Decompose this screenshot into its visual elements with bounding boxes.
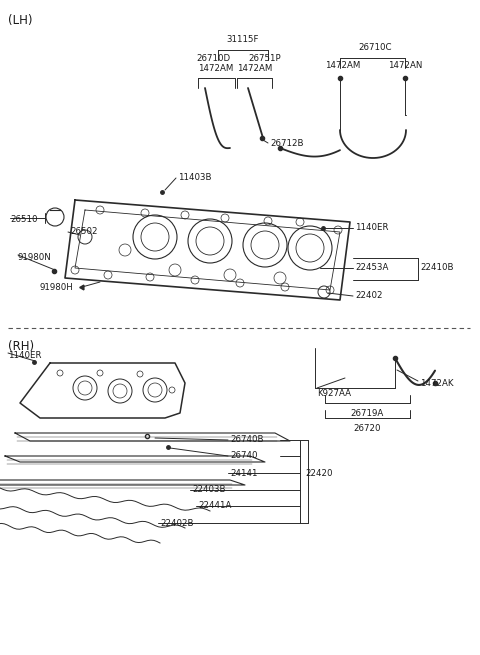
Text: 1472AM: 1472AM [325, 61, 360, 70]
Text: 26740B: 26740B [230, 436, 264, 445]
Text: 11403B: 11403B [178, 174, 212, 183]
Text: 26510: 26510 [10, 215, 37, 225]
Text: 91980N: 91980N [18, 253, 52, 263]
Text: 1472AM: 1472AM [237, 64, 273, 73]
Text: 91980H: 91980H [40, 284, 74, 293]
Text: 22453A: 22453A [355, 263, 388, 272]
Text: 26751P: 26751P [249, 54, 281, 63]
Text: 26710D: 26710D [196, 54, 230, 63]
Text: K927AA: K927AA [317, 388, 351, 398]
Text: 1472AK: 1472AK [420, 379, 454, 388]
Text: 22410B: 22410B [420, 263, 454, 272]
Text: 24141: 24141 [230, 468, 257, 477]
Text: 1472AM: 1472AM [198, 64, 234, 73]
Text: 22402B: 22402B [160, 519, 193, 527]
Text: 26720: 26720 [353, 424, 381, 433]
Text: 26712B: 26712B [270, 138, 303, 147]
Text: 1140ER: 1140ER [355, 223, 388, 233]
Text: 1472AN: 1472AN [388, 61, 422, 70]
Text: 26710C: 26710C [358, 43, 392, 52]
Text: 1140ER: 1140ER [8, 352, 41, 360]
Text: 26502: 26502 [70, 227, 97, 236]
Text: 22441A: 22441A [198, 502, 231, 510]
Text: (RH): (RH) [8, 340, 34, 353]
Text: 22403B: 22403B [192, 485, 226, 495]
Text: 22402: 22402 [355, 291, 383, 301]
Text: 31115F: 31115F [227, 35, 259, 44]
Text: 22420: 22420 [305, 468, 333, 477]
Text: (LH): (LH) [8, 14, 33, 27]
Text: 26719A: 26719A [350, 409, 384, 418]
Text: 26740: 26740 [230, 451, 257, 460]
